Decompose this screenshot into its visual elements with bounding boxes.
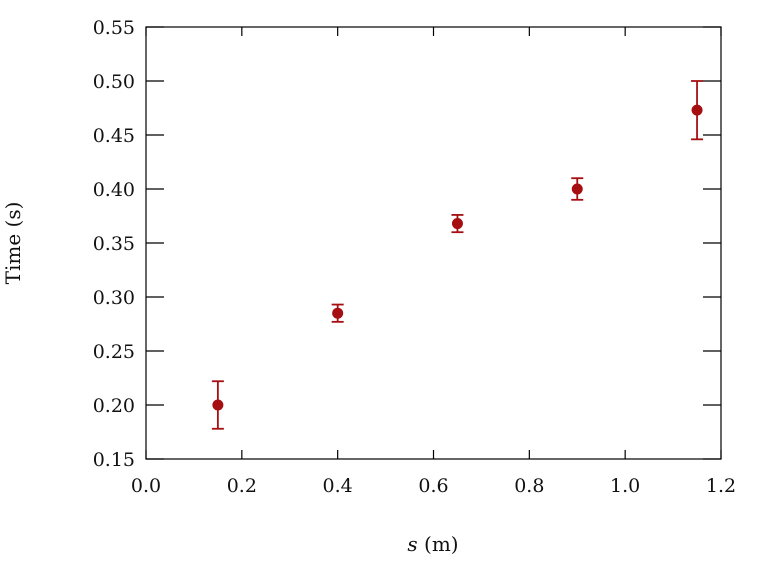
x-tick-label: 0.6 <box>418 475 448 497</box>
x-tick-label: 1.0 <box>610 475 640 497</box>
y-tick-label: 0.25 <box>93 341 135 363</box>
data-point <box>451 218 463 230</box>
data-points <box>212 104 703 411</box>
x-tick-label: 0.8 <box>514 475 544 497</box>
y-tick-label: 0.15 <box>93 449 135 471</box>
x-axis-label-variable: s <box>407 532 417 556</box>
data-point <box>212 399 224 411</box>
x-tick-label: 1.2 <box>706 475 736 497</box>
y-tick-label: 0.40 <box>93 179 135 201</box>
y-tick-label: 0.30 <box>93 287 135 309</box>
x-axis-label-unit: (m) <box>418 532 459 556</box>
x-tick-label: 0.2 <box>227 475 257 497</box>
y-tick-label: 0.50 <box>93 71 135 93</box>
data-point <box>691 104 703 116</box>
data-point <box>571 183 583 195</box>
y-tick-label: 0.20 <box>93 395 135 417</box>
x-tick-label: 0.4 <box>323 475 353 497</box>
y-tick-label: 0.55 <box>93 17 135 39</box>
x-axis-label: s (m) <box>407 532 458 556</box>
data-point <box>332 307 344 319</box>
y-tick-label: 0.35 <box>93 233 135 255</box>
y-tick-label: 0.45 <box>93 125 135 147</box>
y-axis-ticks: 0.15 0.20 0.25 0.30 0.35 0.40 0.45 0.50 0.55 <box>93 17 721 471</box>
y-axis-label: Time (s) <box>1 202 25 285</box>
x-tick-label: 0.0 <box>131 475 161 497</box>
plot-frame <box>145 26 722 460</box>
x-axis-ticks: 0.0 0.2 0.4 0.6 0.8 1.0 1.2 <box>131 27 736 497</box>
error-bars <box>211 80 704 430</box>
